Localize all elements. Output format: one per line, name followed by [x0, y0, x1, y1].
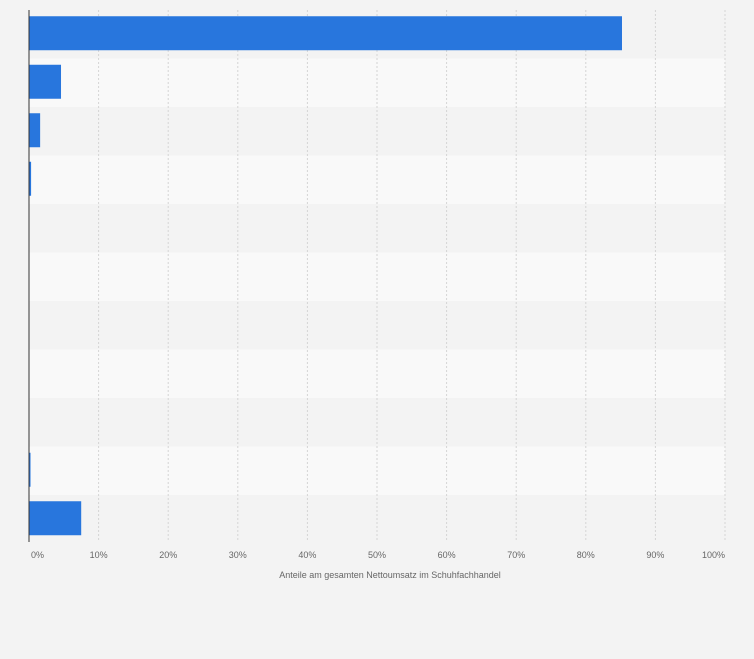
x-tick-label: 40% — [298, 550, 316, 560]
bar[interactable] — [29, 113, 41, 148]
x-tick-label: 60% — [438, 550, 456, 560]
x-tick-label: 0% — [31, 550, 44, 560]
bar[interactable] — [29, 452, 31, 487]
x-axis-title: Anteile am gesamten Nettoumsatz im Schuh… — [279, 570, 501, 580]
x-tick-label: 70% — [507, 550, 525, 560]
row-band — [29, 252, 725, 301]
row-band — [29, 349, 725, 398]
x-tick-label: 50% — [368, 550, 386, 560]
bar[interactable] — [29, 161, 32, 196]
row-band — [29, 301, 725, 350]
bar[interactable] — [29, 64, 62, 99]
x-tick-label: 80% — [577, 550, 595, 560]
x-tick-label: 30% — [229, 550, 247, 560]
bars — [29, 16, 622, 536]
x-tick-labels: 0% 10% 20% 30% 40% 50% 60% 70% 80% 90% 100% — [31, 550, 725, 560]
x-tick-label: 10% — [90, 550, 108, 560]
x-tick-label: 20% — [159, 550, 177, 560]
grid-lines — [98, 10, 726, 542]
bar[interactable] — [29, 501, 82, 536]
row-band — [29, 204, 725, 253]
x-tick-label: 100% — [702, 550, 725, 560]
bar[interactable] — [29, 16, 622, 51]
x-tick-label: 90% — [646, 550, 664, 560]
